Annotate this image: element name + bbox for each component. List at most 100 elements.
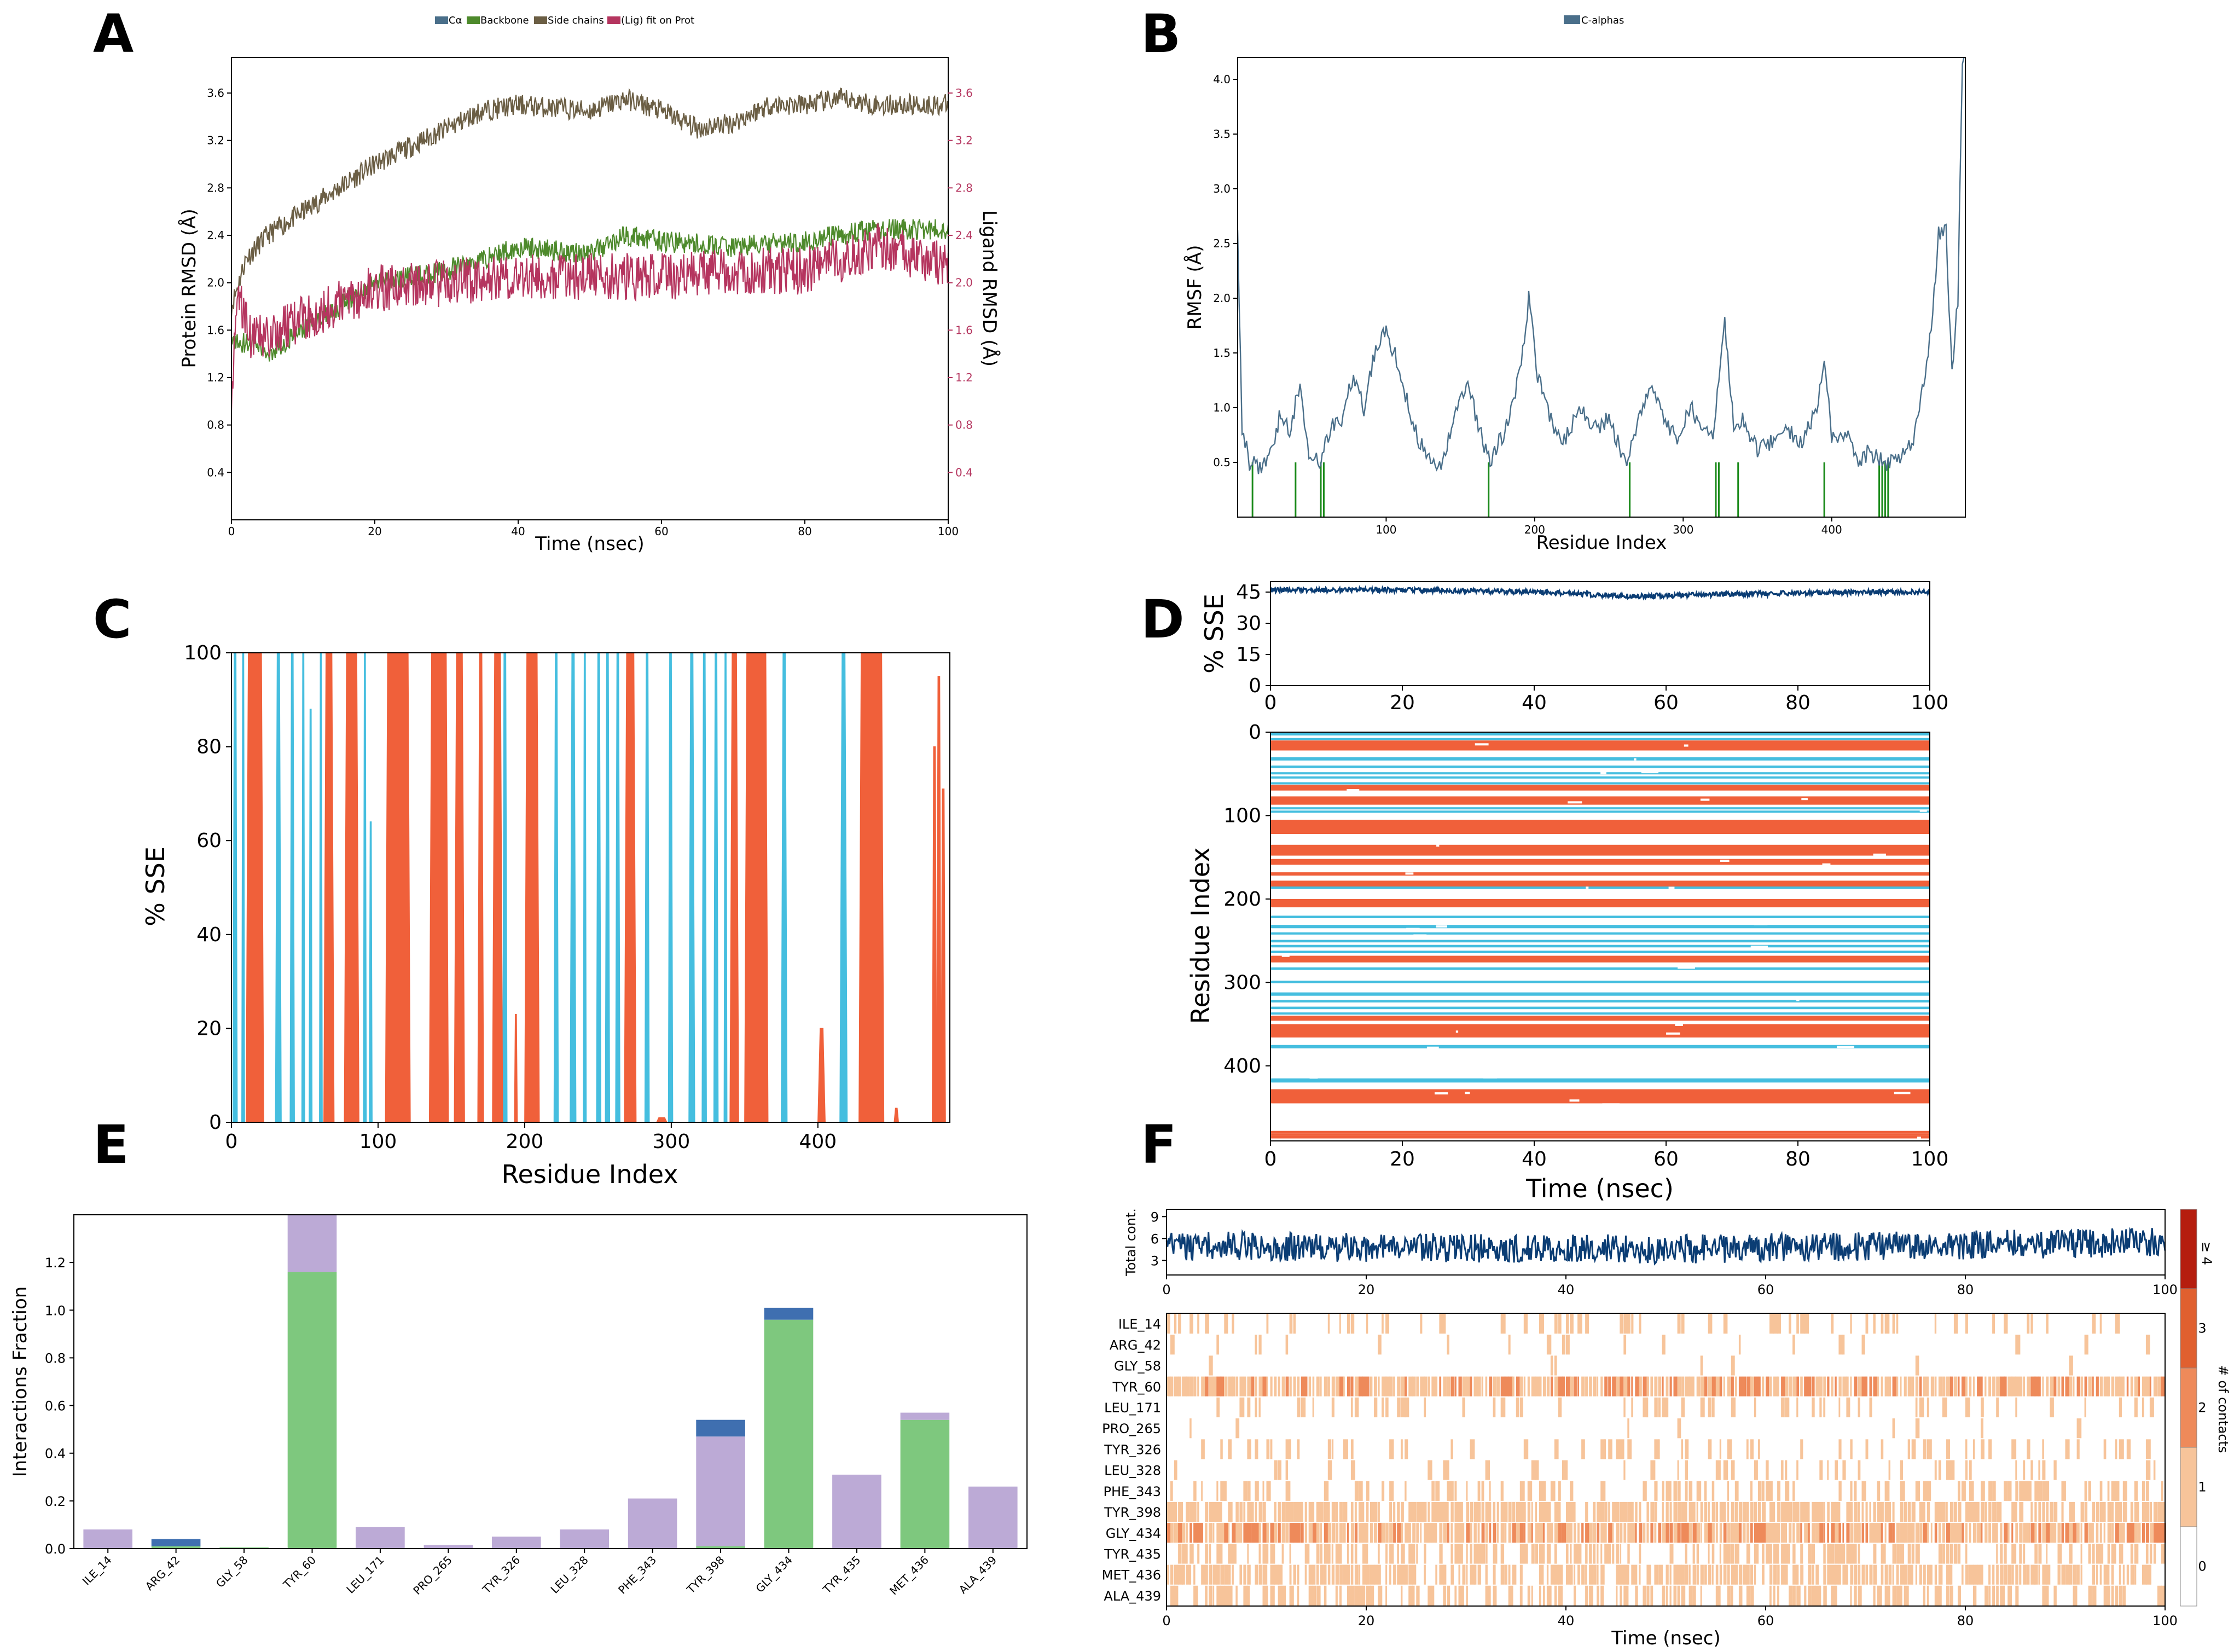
gap-mark [1671, 817, 1677, 820]
helix-area [655, 1117, 668, 1123]
contact-cell [1597, 1502, 1601, 1522]
legend-a-backbone-swatch [467, 16, 480, 24]
contact-cell [1212, 1502, 1218, 1522]
contact-cell [1209, 1376, 1213, 1396]
contact-cell [1385, 1397, 1389, 1418]
contact-cell [1727, 1523, 1731, 1543]
contact-cell [2103, 1439, 2107, 1459]
contact-cell [2092, 1585, 2097, 1605]
contact-cell [1189, 1544, 1194, 1564]
contact-cell [1542, 1502, 1548, 1522]
contact-cell [1681, 1502, 1686, 1522]
contact-cell [1965, 1564, 1969, 1585]
contact-cell [1466, 1544, 1468, 1564]
contact-cell [1581, 1523, 1584, 1543]
contact-cell [1197, 1502, 1199, 1522]
contact-cell [1304, 1523, 1308, 1543]
contact-cell [1731, 1564, 1736, 1585]
contact-cell [1808, 1502, 1810, 1522]
contact-cell [1316, 1523, 1320, 1543]
contact-cell [1711, 1564, 1714, 1585]
contact-cell [1531, 1585, 1533, 1605]
contact-cell [1262, 1523, 1268, 1543]
contact-cell [1270, 1564, 1275, 1585]
contact-cell [1819, 1397, 1822, 1418]
contact-cell [1466, 1564, 1468, 1585]
contact-cell [1804, 1314, 1809, 1334]
contact-cell [1762, 1544, 1765, 1564]
contact-cell [2015, 1564, 2018, 1585]
heatmap-row-gly_434 [1167, 1523, 2166, 1543]
contact-cell [1366, 1585, 1371, 1605]
contact-cell [1738, 1502, 1743, 1522]
contact-cell [1170, 1585, 1175, 1605]
rmsf-line [1237, 56, 1966, 474]
contact-cell [1981, 1564, 1983, 1585]
contact-cell [1542, 1523, 1545, 1543]
contact-cell [1458, 1564, 1460, 1585]
contact-cell [1435, 1502, 1440, 1522]
contact-cell [1831, 1376, 1833, 1396]
contact-cell [1612, 1376, 1617, 1396]
contact-cell [1715, 1376, 1720, 1396]
contact-cell [1815, 1376, 1820, 1396]
contact-cell [1777, 1544, 1779, 1564]
contact-cell [1620, 1564, 1624, 1585]
contact-cell [1232, 1523, 1237, 1543]
contact-cell [1781, 1523, 1785, 1543]
contact-cell [1554, 1502, 1559, 1522]
contact-cell [1174, 1585, 1179, 1605]
contact-cell [1508, 1523, 1512, 1543]
contact-cell [2019, 1376, 2023, 1396]
contact-cell [1700, 1585, 1702, 1605]
contact-cell [2099, 1481, 2103, 1501]
residue-label: TYR_398 [1104, 1505, 1161, 1520]
contact-cell [2149, 1397, 2154, 1418]
contact-cell [2099, 1376, 2103, 1396]
contact-cell [1435, 1523, 1437, 1543]
strand-band [1270, 967, 1930, 970]
residue-label: ARG_42 [1110, 1337, 1161, 1353]
contact-cell [1666, 1585, 1668, 1605]
strand-area [605, 652, 611, 1123]
contact-cell [1685, 1523, 1690, 1543]
contact-cell [1623, 1314, 1628, 1334]
contact-cell [1900, 1481, 1905, 1501]
contact-cell [1650, 1502, 1655, 1522]
contact-cell [1535, 1376, 1540, 1396]
bar-tyr_398-0 [696, 1546, 745, 1549]
contact-cell [1470, 1564, 1475, 1585]
contact-cell [1516, 1397, 1519, 1418]
contact-cell [1270, 1544, 1275, 1564]
contact-cell [1389, 1502, 1392, 1522]
contact-cell [1823, 1397, 1826, 1418]
contact-cell [1347, 1523, 1349, 1543]
contact-cell [1627, 1523, 1632, 1543]
contact-cell [1746, 1439, 1749, 1459]
contact-cell [1274, 1376, 1277, 1396]
contact-cell [1719, 1523, 1722, 1543]
x-tick-label: 60 [1653, 1148, 1679, 1170]
contact-cell [1700, 1502, 1703, 1522]
contact-cell [1623, 1460, 1626, 1480]
contact-cell [1366, 1376, 1370, 1396]
contact-cell [1731, 1460, 1735, 1480]
contact-cell [2073, 1585, 2078, 1605]
contact-cell [1746, 1564, 1750, 1585]
contact-cell [1458, 1376, 1462, 1396]
x-tick-label: 20 [1358, 1613, 1375, 1628]
contact-cell [1927, 1376, 1929, 1396]
contact-cell [1546, 1564, 1549, 1585]
contact-cell [1508, 1502, 1512, 1522]
contact-cell [1781, 1502, 1785, 1522]
contact-cell [1688, 1564, 1691, 1585]
contact-cell [1401, 1376, 1405, 1396]
strand-area [781, 652, 788, 1123]
contact-cell [1973, 1523, 1977, 1543]
contact-cell [1224, 1564, 1228, 1585]
x-ticks-f-top: 0 20 40 60 80 100 [1162, 1275, 2178, 1297]
contact-cell [1612, 1523, 1614, 1543]
contact-cell [1600, 1502, 1605, 1522]
contact-cell [1646, 1397, 1649, 1418]
contact-cell [1316, 1544, 1320, 1564]
